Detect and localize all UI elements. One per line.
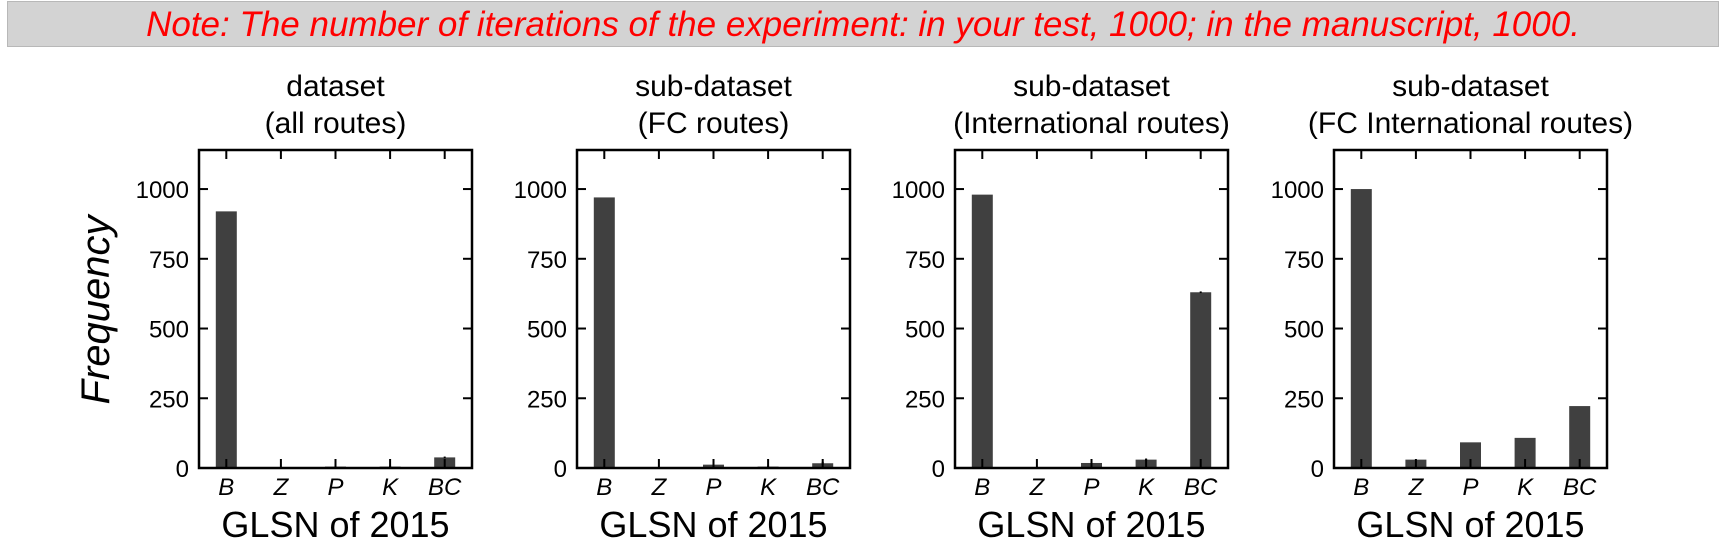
x-tick-label: Z bbox=[1029, 474, 1046, 501]
bar bbox=[1350, 189, 1372, 469]
x-tick-label: K bbox=[760, 474, 777, 501]
chart-title-line: (International routes) bbox=[953, 107, 1230, 140]
bar bbox=[215, 211, 237, 469]
x-tick-label: BC bbox=[806, 474, 840, 501]
plot-frame bbox=[953, 148, 1230, 470]
x-tick-label: Z bbox=[651, 474, 668, 501]
x-tick-label: P bbox=[1462, 474, 1478, 501]
y-tick-label: 1000 bbox=[136, 177, 189, 204]
y-tick-label: 1000 bbox=[892, 177, 945, 204]
y-tick-label: 0 bbox=[1311, 456, 1324, 483]
bar bbox=[1569, 406, 1591, 468]
y-tick-label: 750 bbox=[527, 247, 567, 274]
y-tick-label: 750 bbox=[149, 247, 189, 274]
note-text: Note: The number of iterations of the ex… bbox=[146, 5, 1580, 44]
x-tick-label: K bbox=[1517, 474, 1534, 501]
x-tick-label: BC bbox=[1184, 474, 1218, 501]
chart-title-line: sub-dataset bbox=[635, 70, 792, 103]
x-tick-label: K bbox=[382, 474, 399, 501]
x-tick-label: B bbox=[218, 474, 234, 501]
x-axis-label: GLSN of 2015 bbox=[599, 504, 827, 545]
x-tick-label: P bbox=[1083, 474, 1099, 501]
bar bbox=[1190, 292, 1212, 468]
y-tick-label: 1000 bbox=[514, 177, 567, 204]
y-tick-label: 500 bbox=[149, 317, 189, 344]
bar bbox=[1460, 442, 1481, 468]
x-tick-label: Z bbox=[273, 474, 290, 501]
plot-frame bbox=[197, 148, 474, 470]
chart-title-line: (FC routes) bbox=[638, 107, 790, 140]
plot-frame bbox=[1332, 148, 1609, 470]
y-tick-label: 1000 bbox=[1271, 177, 1324, 204]
x-tick-label: B bbox=[974, 474, 990, 501]
y-tick-label: 0 bbox=[176, 456, 189, 483]
y-tick-label: 500 bbox=[1284, 317, 1324, 344]
x-axis-label: GLSN of 2015 bbox=[1356, 504, 1584, 545]
x-tick-label: P bbox=[705, 474, 721, 501]
x-axis-label: GLSN of 2015 bbox=[977, 504, 1205, 545]
y-tick-label: 750 bbox=[905, 247, 945, 274]
x-tick-label: BC bbox=[1563, 474, 1597, 501]
bar bbox=[1514, 437, 1536, 468]
chart-title-line: (all routes) bbox=[265, 107, 407, 140]
y-tick-label: 250 bbox=[149, 386, 189, 413]
chart-title-line: (FC International routes) bbox=[1308, 107, 1633, 140]
note-banner: Note: The number of iterations of the ex… bbox=[7, 1, 1719, 47]
y-tick-label: 0 bbox=[554, 456, 567, 483]
y-tick-label: 500 bbox=[905, 317, 945, 344]
y-tick-label: 250 bbox=[905, 386, 945, 413]
x-tick-label: K bbox=[1138, 474, 1155, 501]
chart-title-line: sub-dataset bbox=[1392, 70, 1549, 103]
x-tick-label: B bbox=[596, 474, 612, 501]
y-tick-label: 250 bbox=[1284, 386, 1324, 413]
x-tick-label: Z bbox=[1408, 474, 1425, 501]
y-axis-label: Frequency bbox=[74, 213, 118, 405]
x-tick-label: B bbox=[1353, 474, 1369, 501]
y-tick-label: 750 bbox=[1284, 247, 1324, 274]
chart-title-line: dataset bbox=[286, 70, 385, 103]
x-tick-label: P bbox=[327, 474, 343, 501]
y-tick-label: 500 bbox=[527, 317, 567, 344]
y-tick-label: 0 bbox=[932, 456, 945, 483]
chart-title-line: sub-dataset bbox=[1013, 70, 1170, 103]
y-tick-label: 250 bbox=[527, 386, 567, 413]
plot-frame bbox=[575, 148, 852, 470]
bar bbox=[971, 194, 993, 468]
x-tick-label: BC bbox=[428, 474, 462, 501]
bar bbox=[593, 197, 615, 468]
x-axis-label: GLSN of 2015 bbox=[221, 504, 449, 545]
